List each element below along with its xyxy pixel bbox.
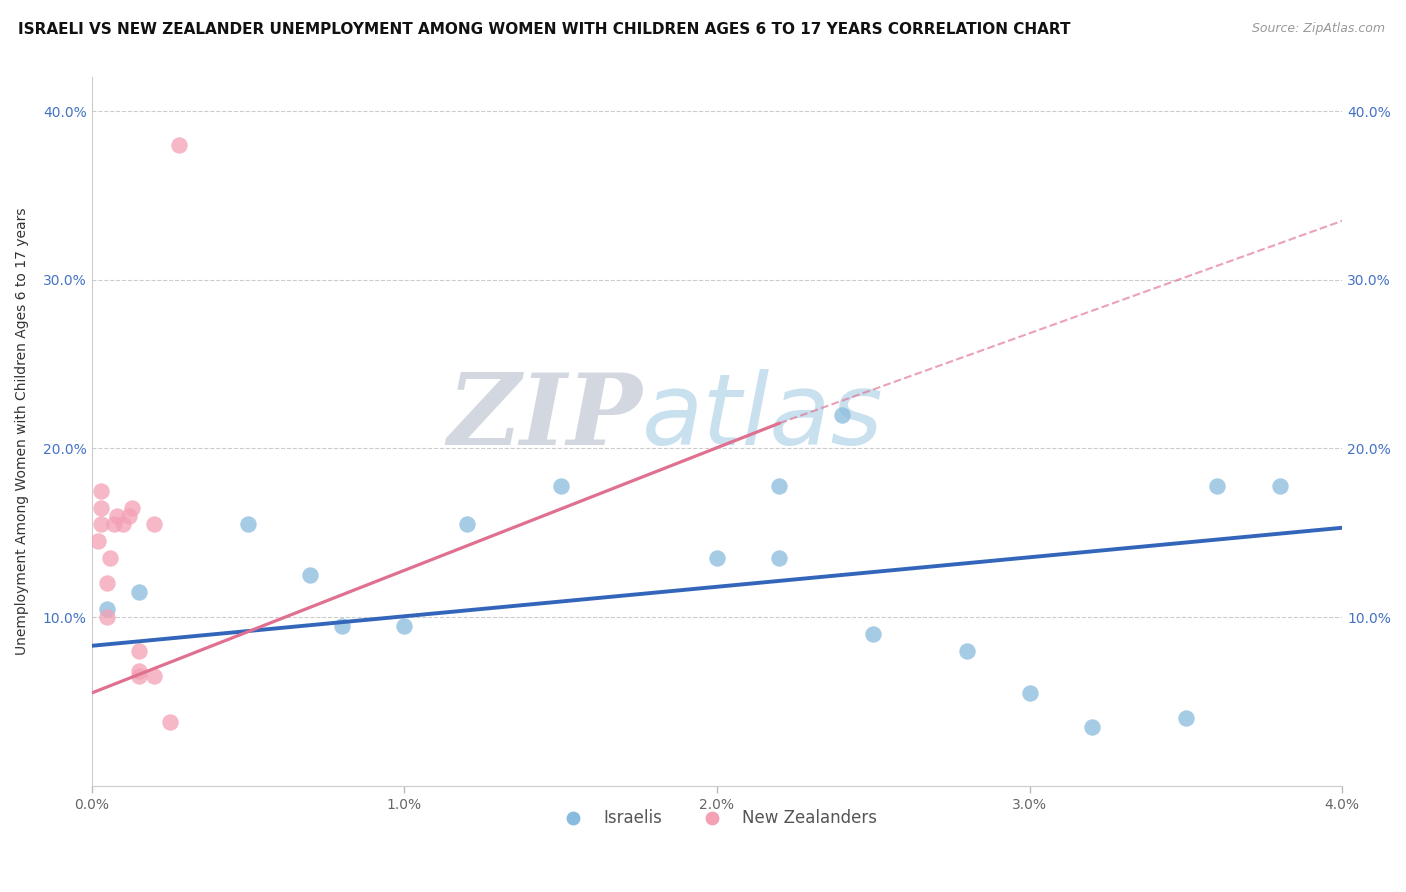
Y-axis label: Unemployment Among Women with Children Ages 6 to 17 years: Unemployment Among Women with Children A… bbox=[15, 208, 30, 656]
Text: ISRAELI VS NEW ZEALANDER UNEMPLOYMENT AMONG WOMEN WITH CHILDREN AGES 6 TO 17 YEA: ISRAELI VS NEW ZEALANDER UNEMPLOYMENT AM… bbox=[18, 22, 1071, 37]
Point bbox=[96, 610, 118, 624]
Point bbox=[90, 517, 112, 532]
Point bbox=[831, 408, 853, 422]
Point bbox=[87, 534, 110, 549]
Text: ZIP: ZIP bbox=[447, 369, 643, 466]
Point bbox=[128, 664, 150, 678]
Point bbox=[862, 627, 884, 641]
Text: atlas: atlas bbox=[643, 369, 883, 466]
Point bbox=[90, 500, 112, 515]
Point bbox=[105, 508, 128, 523]
Point bbox=[1018, 686, 1040, 700]
Point bbox=[236, 517, 259, 532]
Point bbox=[768, 551, 790, 566]
Point bbox=[1268, 478, 1291, 492]
Point bbox=[1206, 478, 1229, 492]
Point bbox=[121, 500, 143, 515]
Point bbox=[1174, 711, 1197, 725]
Point bbox=[143, 517, 166, 532]
Point bbox=[159, 714, 181, 729]
Point bbox=[128, 644, 150, 658]
Point bbox=[111, 517, 134, 532]
Point bbox=[128, 584, 150, 599]
Point bbox=[768, 478, 790, 492]
Point bbox=[100, 551, 122, 566]
Point bbox=[96, 576, 118, 591]
Point bbox=[456, 517, 478, 532]
Point bbox=[118, 508, 141, 523]
Point bbox=[330, 618, 353, 632]
Point bbox=[550, 478, 572, 492]
Point bbox=[96, 601, 118, 615]
Text: Source: ZipAtlas.com: Source: ZipAtlas.com bbox=[1251, 22, 1385, 36]
Point bbox=[1081, 720, 1104, 734]
Point bbox=[90, 483, 112, 498]
Point bbox=[394, 618, 416, 632]
Point bbox=[143, 669, 166, 683]
Point bbox=[128, 669, 150, 683]
Point bbox=[706, 551, 728, 566]
Point bbox=[167, 137, 190, 152]
Point bbox=[299, 568, 322, 582]
Point bbox=[956, 644, 979, 658]
Legend: Israelis, New Zealanders: Israelis, New Zealanders bbox=[550, 803, 884, 834]
Point bbox=[103, 517, 125, 532]
